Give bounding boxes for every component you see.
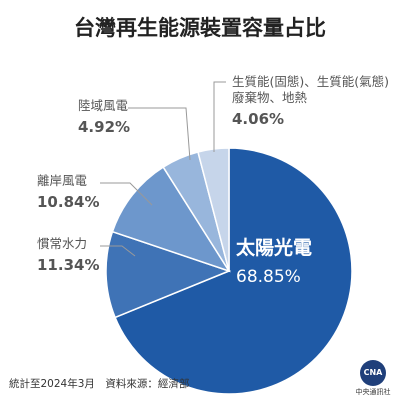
logo-caption: 中央通訊社 — [355, 388, 391, 396]
leader-line — [128, 107, 191, 161]
logo-mark: CNA — [360, 360, 386, 386]
value-label: 4.92% — [78, 118, 131, 136]
slice-label: 離岸風電 — [37, 173, 88, 188]
pie-slice — [105, 230, 232, 319]
pie-slice — [114, 147, 353, 395]
value-label: 10.84% — [37, 193, 100, 211]
slice-label: 太陽光電 — [236, 237, 313, 259]
logo: CNA 中央通訊社 — [352, 360, 394, 397]
pie-slice — [111, 166, 231, 273]
pie-slice — [197, 147, 230, 272]
slice-label: 生質能(固態)、生質能(氣態) 廢棄物、地熱 — [232, 74, 390, 105]
slice-label: 慣常水力 — [37, 236, 88, 251]
leader-line — [100, 182, 153, 206]
source-note: 統計至2024年3月 資料來源：經濟部 — [9, 378, 190, 390]
slice-label: 陸域風電 — [78, 98, 129, 113]
chart-title: 台灣再生能源裝置容量占比 — [74, 16, 326, 40]
value-label: 4.06% — [232, 110, 285, 128]
value-label: 11.34% — [37, 256, 100, 274]
leader-line — [100, 245, 136, 257]
value-label: 68.85% — [236, 267, 301, 287]
leader-line — [213, 81, 226, 152]
